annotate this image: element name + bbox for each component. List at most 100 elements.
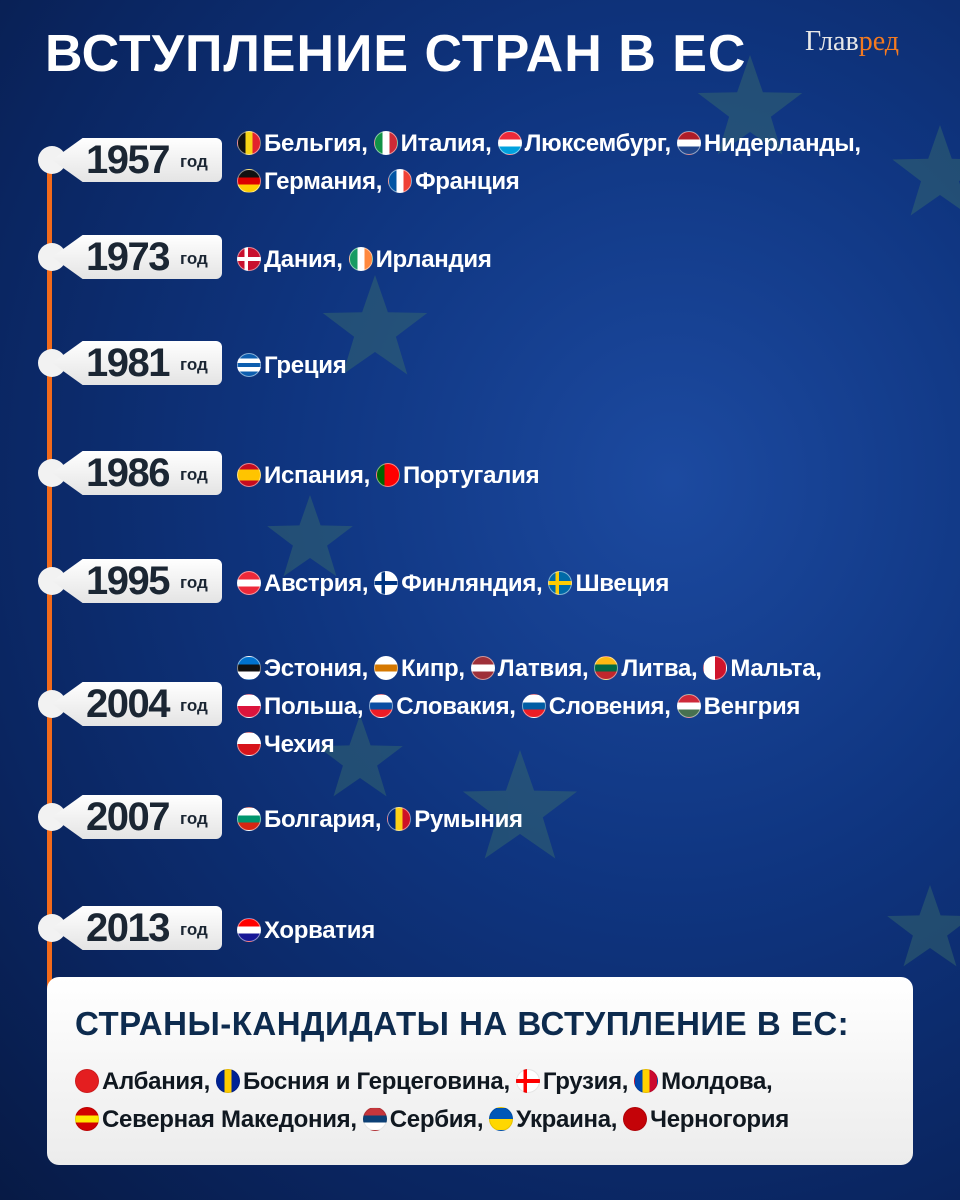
germany-flag-icon (237, 169, 261, 193)
malta-flag-icon (703, 656, 728, 680)
country-name: Босния и Герцеговина, (242, 1068, 510, 1095)
country-item: Венгрия (676, 688, 801, 726)
cyprus-flag-icon (374, 656, 399, 680)
country-list: Бельгия, Италия, Люксембург, Нидерланды, Гер… (237, 125, 952, 201)
year-suffix: год (180, 152, 208, 171)
country-list: Греция (237, 347, 952, 385)
country-item: Финляндия, (374, 565, 543, 603)
country-name: Словения, (548, 693, 671, 720)
page-title: ВСТУПЛЕНИЕ СТРАН В ЕС (45, 25, 747, 83)
country-item: Украина, (489, 1101, 617, 1139)
eu-star-icon (697, 55, 803, 155)
year-tag: 1986 год (38, 451, 222, 495)
year-suffix: год (180, 696, 208, 715)
country-name: Украина, (516, 1106, 618, 1133)
lithuania-flag-icon (594, 656, 619, 680)
montenegro-flag-icon (623, 1107, 648, 1131)
year-suffix: год (180, 355, 208, 374)
country-name: Польша, (264, 693, 364, 720)
year-tag: 2007 год (38, 795, 222, 839)
sweden-flag-icon (548, 571, 573, 595)
france-flag-icon (388, 169, 413, 193)
eu-star-icon (892, 125, 960, 216)
country-name: Италия, (400, 130, 492, 157)
country-name: Швеция (575, 570, 670, 597)
country-item: Словакия, (369, 688, 516, 726)
poland-flag-icon (237, 694, 261, 718)
year-label: 1957 (86, 138, 170, 182)
country-list: Австрия, Финляндия, Швеция (237, 565, 952, 603)
country-name: Хорватия (264, 917, 375, 944)
netherlands-flag-icon (676, 131, 701, 155)
country-list: Эстония, Кипр, Латвия, Литва, Мальта, Польша,… (237, 650, 952, 764)
country-item: Сербия, (362, 1101, 484, 1139)
romania-flag-icon (387, 807, 412, 831)
country-name: Словакия, (396, 693, 516, 720)
denmark-flag-icon (237, 247, 261, 271)
country-item: Черногория (623, 1101, 789, 1139)
country-item: Греция (237, 347, 347, 385)
country-item: Молдова, (634, 1063, 773, 1101)
country-item: Грузия, (515, 1063, 628, 1101)
country-item: Чехия (237, 726, 335, 764)
country-name: Бельгия, (264, 130, 368, 157)
year-label: 2004 (86, 682, 170, 726)
north-macedonia-flag-icon (75, 1107, 99, 1131)
country-item: Польша, (237, 688, 364, 726)
candidates-list: Албания, Босния и Герцеговина, Грузия, Молд… (75, 1063, 905, 1139)
country-name: Венгрия (703, 693, 801, 720)
year-label: 1981 (86, 341, 170, 385)
slovakia-flag-icon (369, 694, 394, 718)
eu-star-icon (322, 275, 428, 375)
country-item: Франция (388, 163, 520, 201)
estonia-flag-icon (237, 656, 261, 680)
country-item: Кипр, (374, 650, 465, 688)
country-item: Литва, (594, 650, 698, 688)
country-item: Хорватия (237, 912, 375, 950)
eu-star-icon (887, 885, 960, 967)
country-list: Хорватия (237, 912, 952, 950)
country-name: Северная Македония, (102, 1106, 357, 1133)
country-name: Сербия, (389, 1106, 484, 1133)
country-name: Мальта, (730, 655, 822, 682)
georgia-flag-icon (515, 1069, 540, 1093)
country-name: Люксембург, (524, 130, 672, 157)
albania-flag-icon (75, 1069, 99, 1093)
year-tag: 1973 год (38, 235, 222, 279)
country-item: Босния и Герцеговина, (215, 1063, 510, 1101)
country-name: Нидерланды, (703, 130, 861, 157)
country-name: Финляндия, (401, 570, 543, 597)
country-name: Болгария, (264, 806, 382, 833)
country-name: Чехия (264, 731, 335, 758)
year-suffix: год (180, 573, 208, 592)
ukraine-flag-icon (489, 1107, 514, 1131)
year-tag: 2013 год (38, 906, 222, 950)
bulgaria-flag-icon (237, 807, 261, 831)
year-label: 1995 (86, 559, 170, 603)
country-item: Северная Македония, (75, 1101, 357, 1139)
country-list: Испания, Португалия (237, 457, 952, 495)
eu-star-icon (317, 715, 403, 797)
country-item: Швеция (548, 565, 669, 603)
country-item: Латвия, (470, 650, 589, 688)
slovenia-flag-icon (521, 694, 546, 718)
country-name: Черногория (650, 1106, 789, 1133)
country-item: Бельгия, (237, 125, 368, 163)
country-item: Австрия, (237, 565, 369, 603)
year-suffix: год (180, 465, 208, 484)
country-item: Румыния (387, 801, 523, 839)
candidates-panel: СТРАНЫ-КАНДИДАТЫ НА ВСТУПЛЕНИЕ В ЕС: Алб… (47, 977, 913, 1165)
country-list: Дания, Ирландия (237, 241, 952, 279)
hungary-flag-icon (676, 694, 701, 718)
country-name: Албания, (102, 1068, 210, 1095)
country-name: Ирландия (375, 246, 492, 273)
year-tag: 2004 год (38, 682, 222, 726)
serbia-flag-icon (362, 1107, 387, 1131)
bosnia-flag-icon (215, 1069, 240, 1093)
spain-flag-icon (237, 463, 261, 487)
country-name: Кипр, (401, 655, 465, 682)
czechia-flag-icon (237, 732, 261, 756)
country-name: Испания, (264, 462, 370, 489)
country-name: Молдова, (661, 1068, 773, 1095)
